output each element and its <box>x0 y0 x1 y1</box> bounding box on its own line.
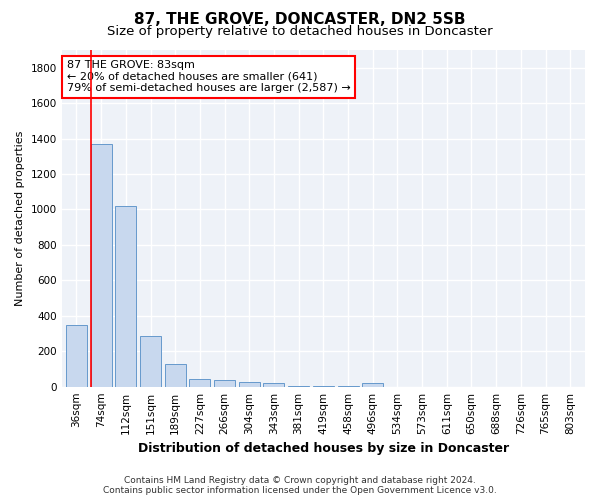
Text: Contains HM Land Registry data © Crown copyright and database right 2024.
Contai: Contains HM Land Registry data © Crown c… <box>103 476 497 495</box>
Bar <box>165 364 186 386</box>
Bar <box>214 380 235 386</box>
Y-axis label: Number of detached properties: Number of detached properties <box>15 130 25 306</box>
Bar <box>115 206 136 386</box>
Text: Size of property relative to detached houses in Doncaster: Size of property relative to detached ho… <box>107 25 493 38</box>
X-axis label: Distribution of detached houses by size in Doncaster: Distribution of detached houses by size … <box>138 442 509 455</box>
Bar <box>239 382 260 386</box>
Text: 87, THE GROVE, DONCASTER, DN2 5SB: 87, THE GROVE, DONCASTER, DN2 5SB <box>134 12 466 28</box>
Bar <box>91 144 112 386</box>
Bar <box>190 378 211 386</box>
Bar <box>140 336 161 386</box>
Bar <box>66 324 87 386</box>
Bar <box>263 383 284 386</box>
Bar <box>362 383 383 386</box>
Text: 87 THE GROVE: 83sqm
← 20% of detached houses are smaller (641)
79% of semi-detac: 87 THE GROVE: 83sqm ← 20% of detached ho… <box>67 60 350 94</box>
